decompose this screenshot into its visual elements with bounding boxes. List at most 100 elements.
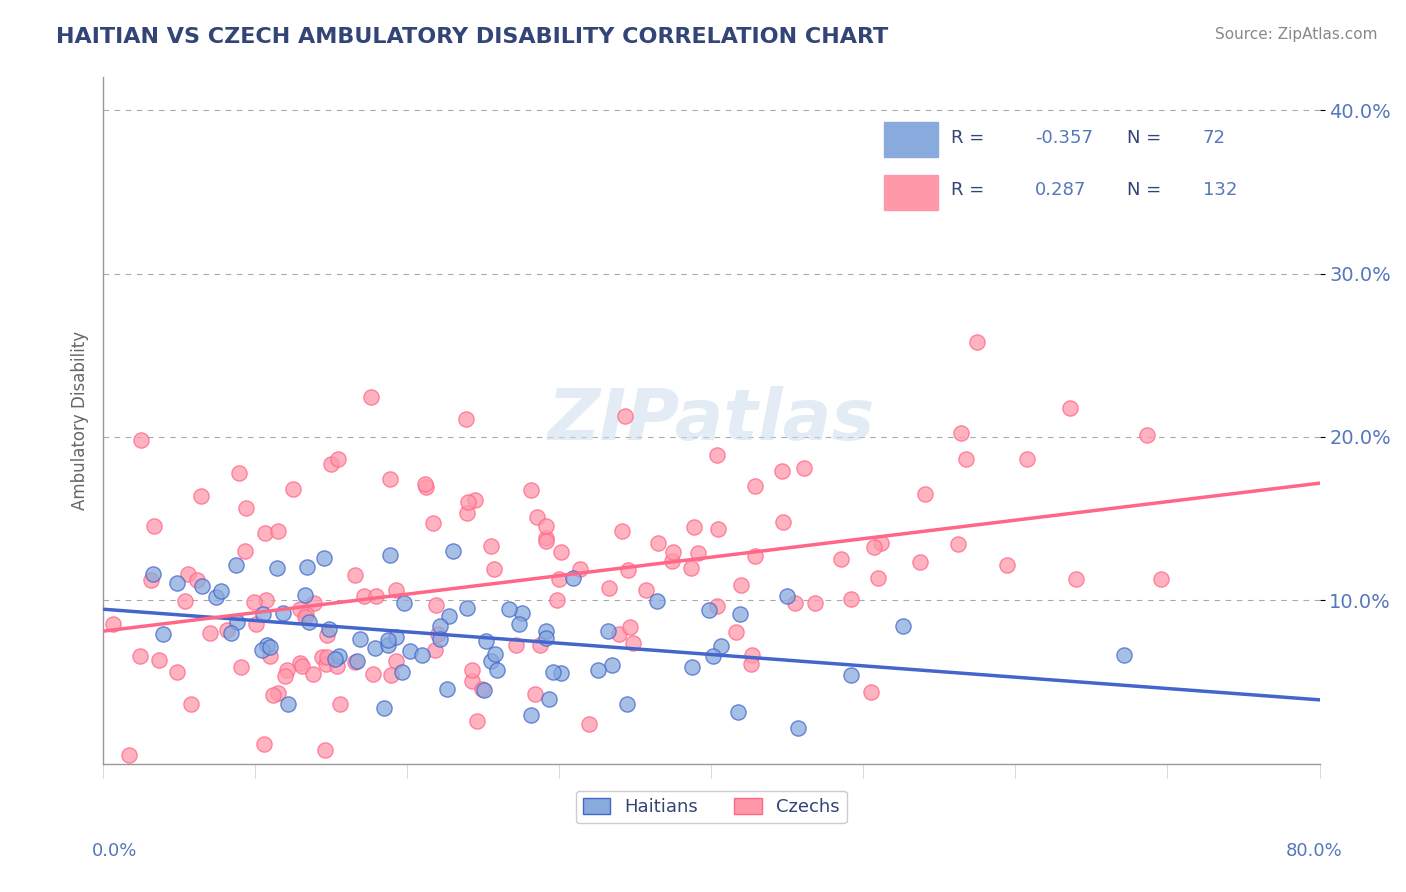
Point: [225, 558, 247, 572]
Point: [315, 657, 337, 671]
Point: [1136, 428, 1159, 442]
Text: HAITIAN VS CZECH AMBULATORY DISABILITY CORRELATION CHART: HAITIAN VS CZECH AMBULATORY DISABILITY C…: [56, 27, 889, 46]
Point: [621, 636, 644, 650]
Point: [830, 551, 852, 566]
Point: [534, 519, 557, 533]
Point: [955, 451, 977, 466]
Point: [744, 549, 766, 564]
Point: [186, 573, 208, 587]
Point: [569, 562, 592, 576]
Point: [471, 682, 494, 697]
Point: [129, 433, 152, 447]
Point: [681, 659, 703, 673]
Point: [505, 639, 527, 653]
Point: [702, 648, 724, 663]
Point: [142, 566, 165, 581]
Point: [546, 593, 568, 607]
Point: [776, 589, 799, 603]
Point: [294, 610, 316, 624]
Point: [253, 737, 276, 751]
Point: [209, 583, 232, 598]
Point: [607, 627, 630, 641]
Point: [484, 562, 506, 576]
Point: [562, 571, 585, 585]
Point: [520, 707, 543, 722]
Point: [1150, 572, 1173, 586]
Point: [841, 592, 863, 607]
Point: [1017, 452, 1039, 467]
Point: [353, 589, 375, 603]
Point: [283, 482, 305, 496]
Point: [647, 594, 669, 608]
Point: [343, 568, 366, 582]
Legend: Haitians, Czechs: Haitians, Czechs: [576, 790, 846, 823]
Point: [373, 701, 395, 715]
Point: [647, 536, 669, 550]
Point: [229, 660, 252, 674]
Point: [860, 685, 883, 699]
Point: [772, 463, 794, 477]
Point: [176, 567, 198, 582]
Point: [456, 601, 478, 615]
Point: [730, 578, 752, 592]
Point: [472, 682, 495, 697]
Text: Source: ZipAtlas.com: Source: ZipAtlas.com: [1215, 27, 1378, 42]
Point: [259, 640, 281, 654]
Point: [411, 648, 433, 662]
Point: [596, 624, 619, 639]
Point: [267, 685, 290, 699]
Point: [995, 558, 1018, 573]
Point: [479, 654, 502, 668]
Point: [399, 644, 422, 658]
Point: [343, 655, 366, 669]
Point: [1066, 573, 1088, 587]
Point: [460, 664, 482, 678]
Point: [166, 665, 188, 679]
Point: [228, 467, 250, 481]
Point: [361, 667, 384, 681]
Point: [174, 593, 197, 607]
Point: [662, 545, 685, 559]
Point: [294, 588, 316, 602]
Point: [707, 522, 730, 536]
Point: [166, 576, 188, 591]
Text: ZIPatlas: ZIPatlas: [548, 386, 875, 455]
Point: [364, 640, 387, 655]
Point: [863, 540, 886, 554]
Point: [486, 663, 509, 677]
Point: [304, 596, 326, 610]
Point: [235, 501, 257, 516]
Point: [101, 617, 124, 632]
Point: [464, 493, 486, 508]
Point: [429, 632, 451, 647]
Point: [437, 608, 460, 623]
Point: [617, 563, 640, 577]
Point: [636, 582, 658, 597]
Point: [537, 691, 560, 706]
Point: [610, 524, 633, 538]
Text: 80.0%: 80.0%: [1286, 842, 1343, 860]
Point: [436, 682, 458, 697]
Point: [346, 654, 368, 668]
Point: [456, 506, 478, 520]
Point: [484, 648, 506, 662]
Point: [427, 627, 450, 641]
Point: [384, 654, 406, 668]
Point: [377, 638, 399, 652]
Point: [259, 648, 281, 663]
Point: [302, 666, 325, 681]
Point: [274, 669, 297, 683]
Point: [254, 593, 277, 607]
Point: [297, 615, 319, 629]
Point: [529, 639, 551, 653]
Point: [465, 714, 488, 728]
Point: [891, 619, 914, 633]
Point: [385, 630, 408, 644]
Point: [786, 722, 808, 736]
Point: [550, 544, 572, 558]
Point: [180, 698, 202, 712]
Point: [524, 688, 547, 702]
Point: [380, 668, 402, 682]
Point: [271, 607, 294, 621]
Point: [291, 659, 314, 673]
